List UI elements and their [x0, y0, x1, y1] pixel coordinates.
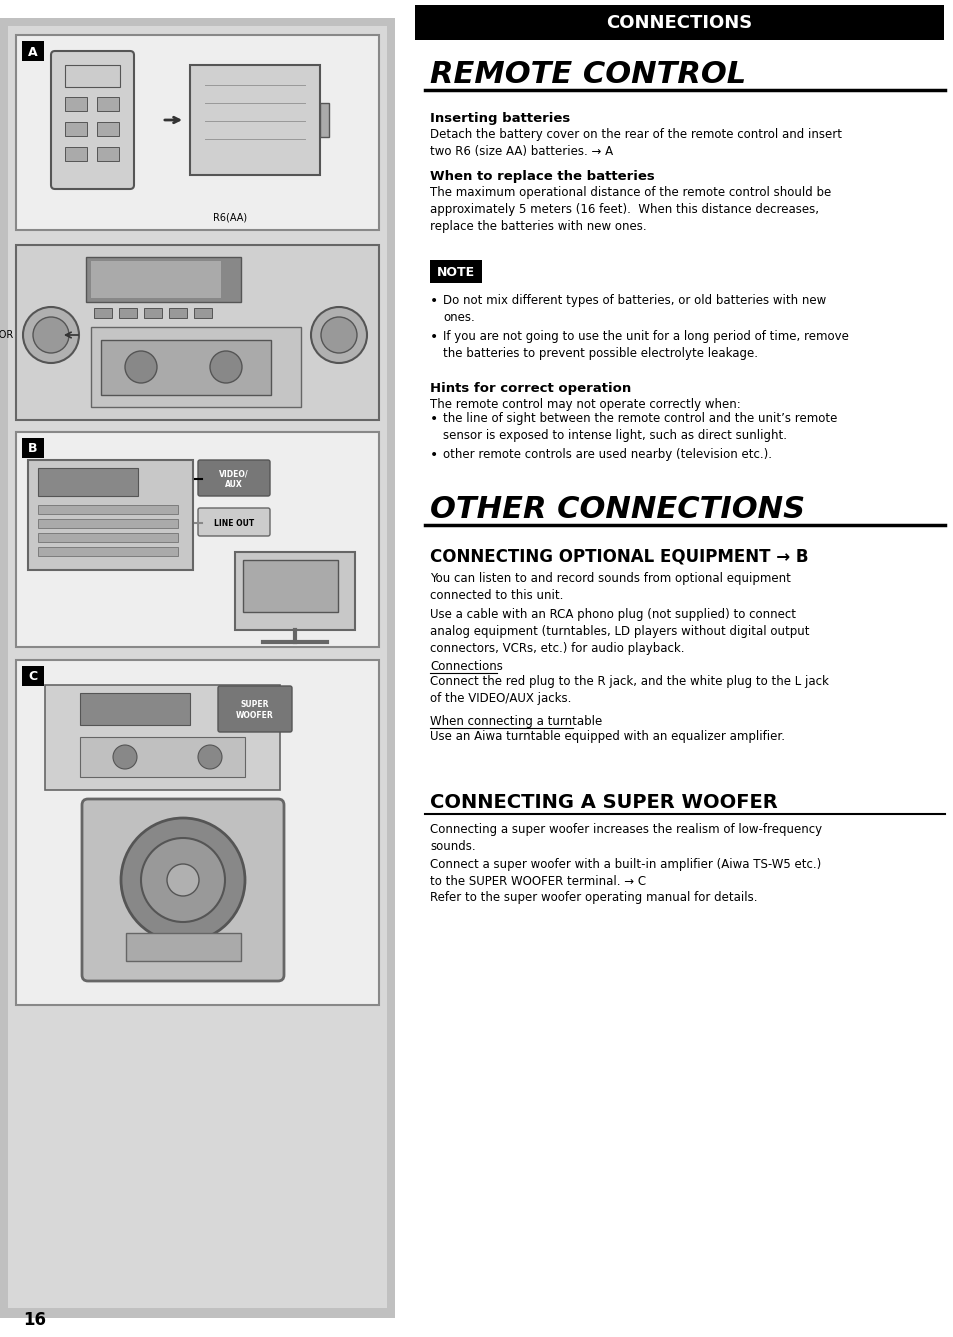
Bar	[94, 308, 112, 318]
Bar	[430, 259, 481, 283]
Text: Connect a super woofer with a built-in amplifier (Aiwa TS-W5 etc.)
to the SUPER : Connect a super woofer with a built-in a…	[430, 858, 821, 888]
FancyBboxPatch shape	[82, 800, 284, 981]
Bar	[190, 66, 319, 175]
Text: When connecting a turntable: When connecting a turntable	[430, 715, 601, 729]
Bar	[91, 261, 221, 298]
Text: A: A	[29, 45, 38, 59]
Bar	[91, 328, 301, 406]
Text: Refer to the super woofer operating manual for details.: Refer to the super woofer operating manu…	[430, 890, 757, 904]
Circle shape	[125, 352, 157, 382]
Bar	[86, 257, 241, 302]
Text: If you are not going to use the unit for a long period of time, remove
the batte: If you are not going to use the unit for…	[442, 330, 848, 360]
Bar	[38, 533, 178, 541]
Text: the line of sight between the remote control and the unit’s remote
sensor is exp: the line of sight between the remote con…	[442, 412, 837, 443]
Bar	[16, 660, 378, 1005]
Circle shape	[141, 838, 225, 923]
Text: other remote controls are used nearby (television etc.).: other remote controls are used nearby (t…	[442, 448, 771, 461]
Text: LINE OUT: LINE OUT	[213, 519, 253, 528]
Bar	[144, 308, 162, 318]
Bar	[38, 547, 178, 556]
Bar	[65, 122, 87, 136]
FancyBboxPatch shape	[218, 686, 292, 731]
Bar	[97, 147, 119, 160]
Text: Do not mix different types of batteries, or old batteries with new
ones.: Do not mix different types of batteries,…	[442, 294, 825, 324]
Bar	[101, 340, 271, 394]
Bar	[0, 17, 395, 1318]
Bar	[28, 460, 193, 570]
Text: Use a cable with an RCA phono plug (not supplied) to connect
analog equipment (t: Use a cable with an RCA phono plug (not …	[430, 608, 809, 655]
Bar	[193, 308, 212, 318]
Text: Connecting a super woofer increases the realism of low-frequency
sounds.: Connecting a super woofer increases the …	[430, 824, 821, 853]
Text: Detach the battery cover on the rear of the remote control and insert
two R6 (si: Detach the battery cover on the rear of …	[430, 128, 841, 158]
Text: CONNECTING A SUPER WOOFER: CONNECTING A SUPER WOOFER	[430, 793, 777, 812]
Bar	[45, 685, 280, 790]
Bar	[415, 5, 943, 40]
Text: B: B	[29, 443, 38, 456]
Bar	[16, 245, 378, 420]
Bar	[243, 560, 337, 612]
Circle shape	[33, 317, 69, 353]
Bar	[119, 308, 137, 318]
Text: SENSOR: SENSOR	[0, 330, 14, 340]
Bar	[22, 439, 44, 459]
Circle shape	[167, 864, 199, 896]
Bar	[16, 432, 378, 647]
Bar	[80, 737, 245, 777]
FancyBboxPatch shape	[51, 51, 133, 189]
Text: NOTE: NOTE	[436, 266, 475, 278]
Circle shape	[320, 317, 356, 353]
Text: Inserting batteries: Inserting batteries	[430, 112, 570, 124]
Text: Hints for correct operation: Hints for correct operation	[430, 382, 631, 394]
Bar	[22, 666, 44, 686]
Text: SUPER
WOOFER: SUPER WOOFER	[236, 701, 274, 719]
Circle shape	[311, 308, 367, 364]
Bar	[169, 308, 187, 318]
Bar	[319, 103, 329, 136]
Text: OTHER CONNECTIONS: OTHER CONNECTIONS	[430, 495, 804, 524]
Text: C: C	[29, 670, 37, 683]
Circle shape	[121, 818, 245, 943]
Text: R6(AA): R6(AA)	[213, 213, 247, 223]
Bar	[97, 98, 119, 111]
Circle shape	[198, 745, 222, 769]
Bar	[126, 933, 241, 961]
Text: CONNECTIONS: CONNECTIONS	[606, 13, 752, 32]
Text: Connections: Connections	[430, 660, 502, 673]
Text: CONNECTING OPTIONAL EQUIPMENT → B: CONNECTING OPTIONAL EQUIPMENT → B	[430, 548, 807, 566]
Circle shape	[210, 352, 242, 382]
Circle shape	[112, 745, 137, 769]
Text: 16: 16	[24, 1312, 47, 1329]
Text: You can listen to and record sounds from optional equipment
connected to this un: You can listen to and record sounds from…	[430, 572, 790, 602]
Text: •: •	[430, 412, 437, 427]
Text: When to replace the batteries: When to replace the batteries	[430, 170, 654, 183]
Text: The maximum operational distance of the remote control should be
approximately 5: The maximum operational distance of the …	[430, 186, 830, 233]
Bar	[38, 468, 138, 496]
Bar	[80, 693, 190, 725]
Text: The remote control may not operate correctly when:: The remote control may not operate corre…	[430, 398, 740, 410]
Bar	[38, 505, 178, 513]
Bar	[65, 98, 87, 111]
Text: •: •	[430, 448, 437, 463]
Bar	[38, 519, 178, 528]
Text: •: •	[430, 294, 437, 308]
Text: VIDEO/
AUX: VIDEO/ AUX	[219, 469, 249, 489]
Text: Connect the red plug to the R jack, and the white plug to the L jack
of the VIDE: Connect the red plug to the R jack, and …	[430, 675, 828, 705]
Bar	[16, 35, 378, 230]
Bar	[22, 41, 44, 62]
Text: Use an Aiwa turntable equipped with an equalizer amplifier.: Use an Aiwa turntable equipped with an e…	[430, 730, 784, 743]
Circle shape	[23, 308, 79, 364]
Bar	[234, 552, 355, 630]
Text: REMOTE CONTROL: REMOTE CONTROL	[430, 60, 745, 90]
Bar	[8, 25, 387, 1308]
Bar	[65, 66, 120, 87]
Text: •: •	[430, 330, 437, 344]
Bar	[97, 122, 119, 136]
FancyBboxPatch shape	[198, 508, 270, 536]
FancyBboxPatch shape	[198, 460, 270, 496]
Bar	[65, 147, 87, 160]
